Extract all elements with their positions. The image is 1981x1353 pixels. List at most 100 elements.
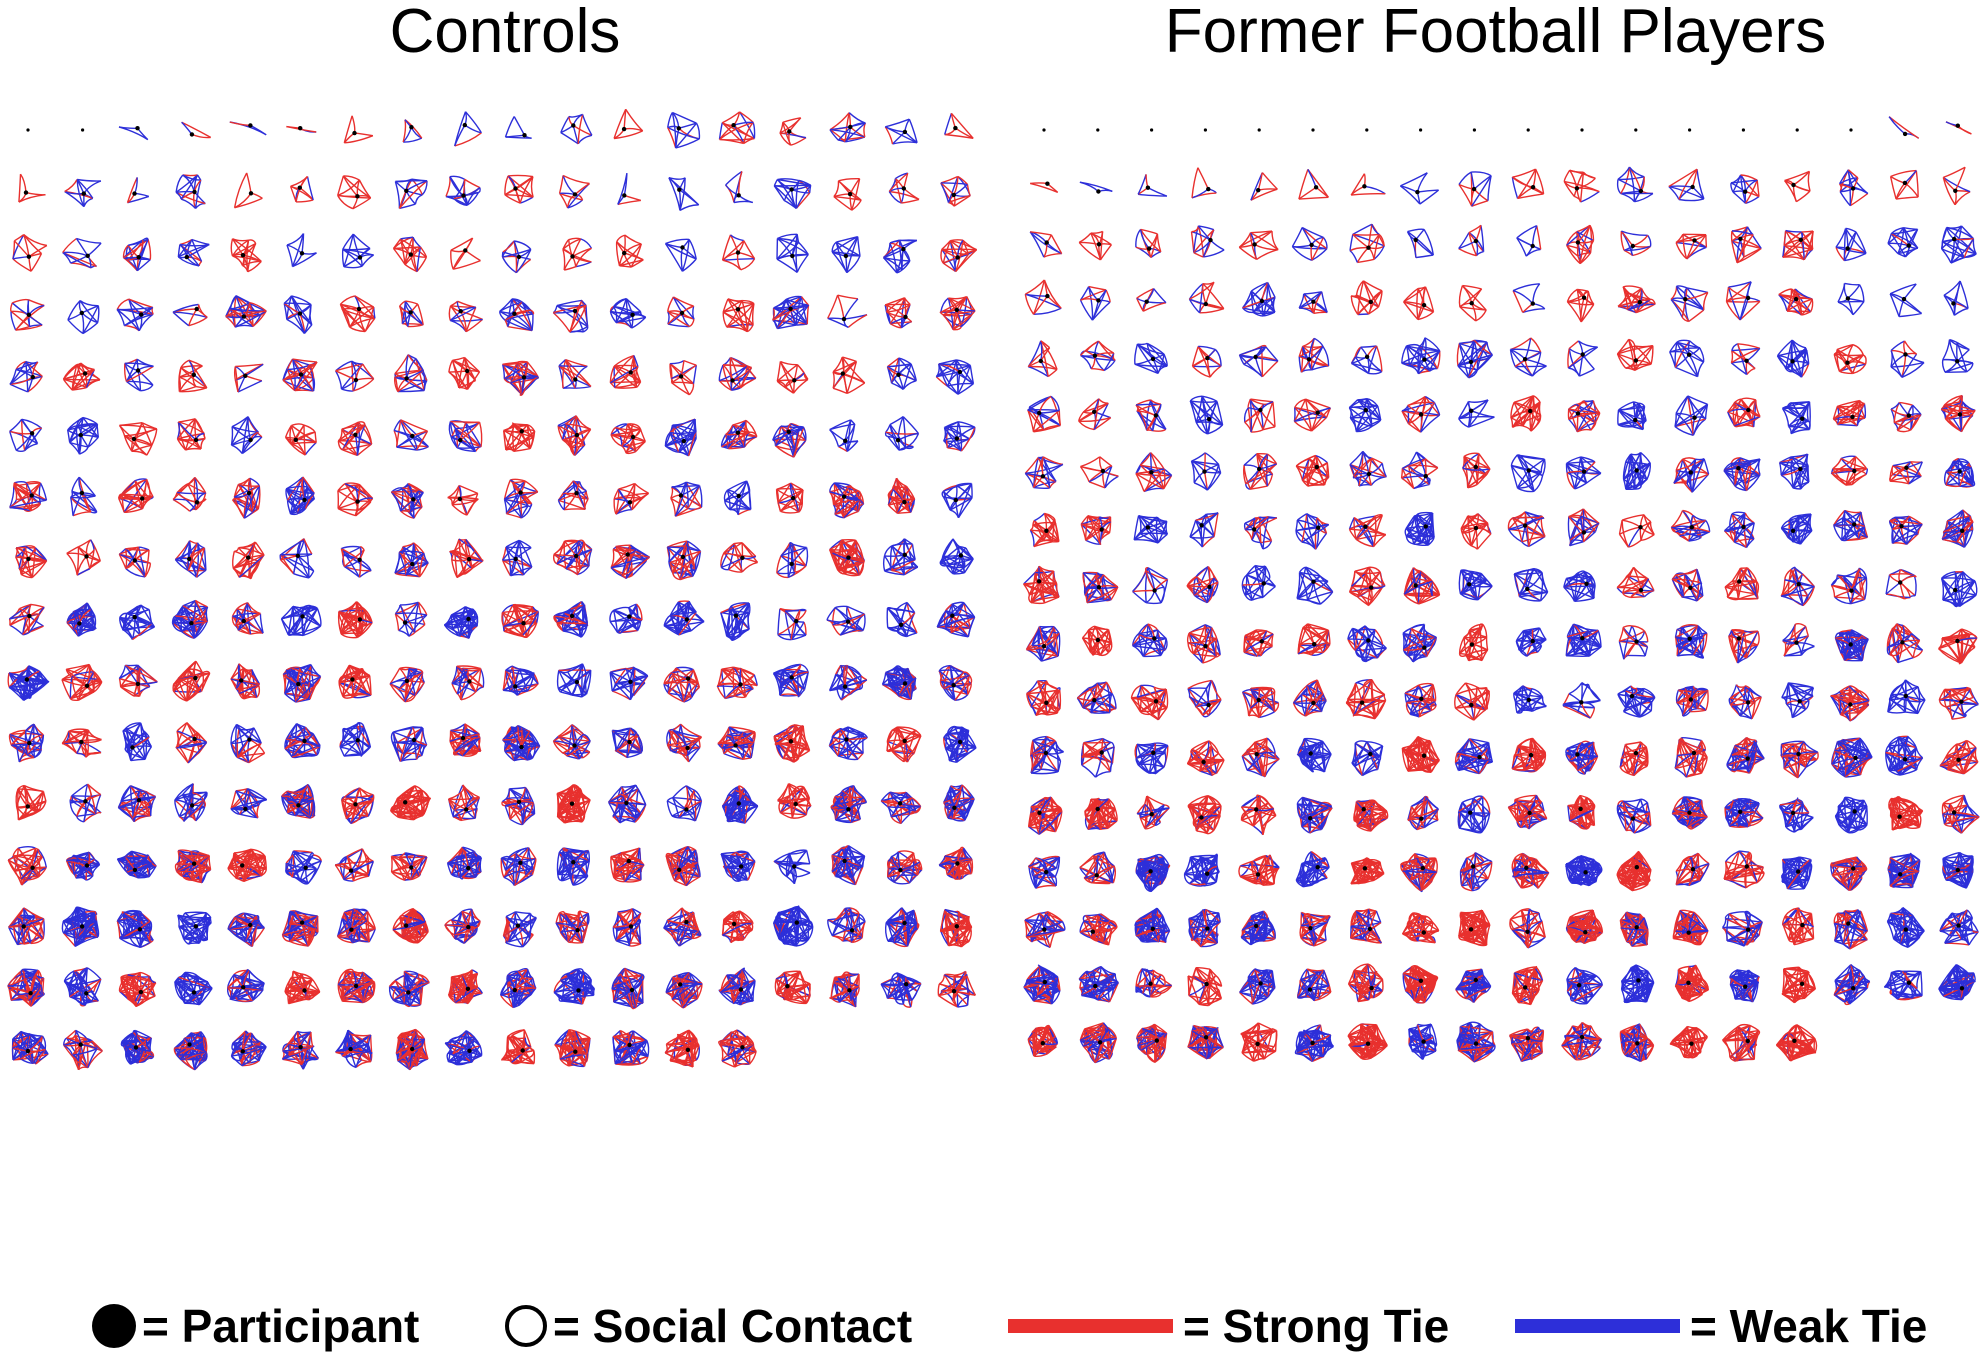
ego-network xyxy=(445,607,478,639)
tie-edge xyxy=(851,420,855,424)
tie-edge xyxy=(516,177,533,189)
tie-edge xyxy=(833,372,834,388)
tie-edge xyxy=(83,323,98,334)
ego-network xyxy=(503,361,539,395)
ego-network xyxy=(226,296,266,327)
ego-network xyxy=(340,296,375,332)
ego-network xyxy=(395,543,428,577)
ego-network xyxy=(503,241,531,273)
participant-node xyxy=(740,556,744,560)
ego-network xyxy=(888,358,917,389)
tie-edge xyxy=(11,303,13,312)
participant-node xyxy=(409,310,413,314)
tie-edge xyxy=(508,175,533,176)
tie-edge xyxy=(726,185,734,203)
participant-node xyxy=(79,433,83,437)
ego-network xyxy=(721,543,758,572)
tie-edge xyxy=(395,182,399,209)
tie-edge xyxy=(394,247,421,249)
ego-network xyxy=(720,112,755,143)
tie-edge xyxy=(777,572,795,574)
tie-edge xyxy=(397,446,429,447)
tie-edge xyxy=(455,112,466,146)
tie-edge xyxy=(10,625,23,634)
participant-node xyxy=(573,192,577,196)
participant-node xyxy=(27,313,31,317)
tie-edge xyxy=(21,174,27,193)
tie-edge xyxy=(82,313,84,334)
participant-node xyxy=(298,186,302,190)
tie-edge xyxy=(338,195,358,196)
participant-node xyxy=(959,553,963,557)
tie-edge xyxy=(68,320,83,334)
tie-edge xyxy=(480,422,482,446)
tie-edge xyxy=(892,544,913,546)
ego-network xyxy=(774,179,810,209)
ego-network xyxy=(558,416,591,456)
tie-edge xyxy=(83,306,98,334)
tie-edge xyxy=(10,419,22,431)
ego-network xyxy=(941,177,970,207)
tie-edge xyxy=(124,257,139,258)
tie-edge xyxy=(797,365,804,373)
participant-node xyxy=(844,254,848,258)
ego-network xyxy=(343,234,374,268)
tie-edge xyxy=(14,482,26,483)
tie-edge xyxy=(338,491,358,502)
ego-network xyxy=(671,482,702,516)
participant-node xyxy=(787,430,791,434)
participant-node xyxy=(848,192,852,196)
tie-edge xyxy=(681,248,682,272)
ego-network xyxy=(722,420,757,448)
ego-network xyxy=(666,239,697,271)
ego-network xyxy=(889,173,919,203)
participant-node xyxy=(952,193,956,197)
tie-edge xyxy=(355,133,373,136)
ego-network xyxy=(669,178,699,211)
tie-edge xyxy=(196,204,206,209)
ego-network xyxy=(71,477,97,516)
participant-node xyxy=(682,439,686,443)
tie-edge xyxy=(694,365,697,383)
participant-node xyxy=(358,617,362,621)
tie-edge xyxy=(614,365,638,366)
participant-node xyxy=(631,435,635,439)
participant-node xyxy=(133,558,137,562)
ego-network xyxy=(119,479,153,512)
participant-node xyxy=(296,554,300,558)
participant-node xyxy=(842,495,846,499)
tie-edge xyxy=(446,177,450,197)
ego-network xyxy=(828,295,867,327)
participant-node xyxy=(27,255,31,259)
ego-network xyxy=(67,603,96,636)
tie-edge xyxy=(98,306,99,323)
participant-node xyxy=(86,254,90,258)
participant-node xyxy=(353,433,357,437)
tie-edge xyxy=(668,113,673,128)
participant-node xyxy=(730,378,734,382)
tie-edge xyxy=(734,201,753,202)
tie-edge xyxy=(231,239,232,256)
participant-node xyxy=(791,496,795,500)
participant-node xyxy=(187,557,191,561)
tie-edge xyxy=(780,362,797,365)
tie-edge xyxy=(624,235,625,253)
tie-edge xyxy=(739,171,742,195)
ego-network xyxy=(668,297,694,327)
participant-node xyxy=(354,378,358,382)
tie-edge xyxy=(13,257,29,259)
participant-node xyxy=(133,615,137,619)
participant-node xyxy=(30,431,34,435)
tie-edge xyxy=(670,361,684,364)
ego-network xyxy=(500,299,534,331)
participant-node xyxy=(737,494,741,498)
ego-network xyxy=(395,179,427,208)
ego-network xyxy=(553,300,587,332)
ego-network xyxy=(291,177,314,202)
ego-network xyxy=(394,237,427,271)
tie-edge xyxy=(305,443,316,456)
tie-edge xyxy=(467,188,480,206)
ego-network xyxy=(178,419,206,450)
tie-edge xyxy=(342,389,354,391)
tie-edge xyxy=(249,240,256,244)
